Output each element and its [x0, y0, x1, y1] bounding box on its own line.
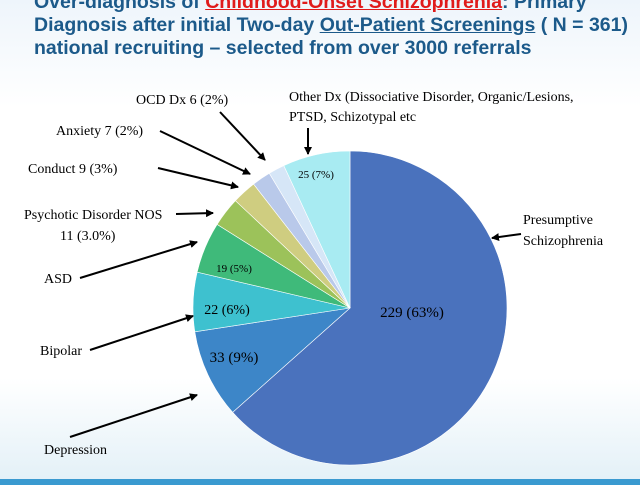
label-depression: Depression	[44, 443, 107, 458]
pie-slice-0	[232, 150, 508, 466]
arrow-conduct	[157, 167, 239, 190]
label-anxiety: Anxiety 7 (2%)	[56, 124, 143, 139]
arrow-presumptive	[491, 233, 522, 242]
title-part-5: ( N = 361) national recruiting – selecte…	[34, 14, 628, 59]
label-ocd: OCD Dx 6 (2%)	[136, 93, 228, 108]
callout-arrows	[69, 111, 522, 438]
value-label-depression: 33 (9%)	[210, 350, 259, 366]
arrow-asd	[79, 240, 198, 279]
title-part-3: : Primary Diagnosis after initial Two-da…	[34, 0, 587, 36]
slide-title: Over-diagnosis of Childhood-Onset Schizo…	[34, 0, 634, 60]
arrow-bipolar	[89, 314, 194, 351]
label-psychotic-line1: Psychotic Disorder NOS	[24, 208, 162, 223]
arrow-depression	[69, 393, 198, 438]
label-psychotic-line2: 11 (3.0%)	[60, 229, 116, 244]
pie-slices	[192, 150, 508, 466]
arrow-anxiety	[159, 130, 251, 175]
pie-slice-8	[283, 150, 351, 309]
title-part-2: Childhood-Onset Schizophrenia	[205, 0, 503, 13]
label-other-line2: PTSD, Schizotypal etc	[289, 110, 416, 125]
label-presumptive-line1: Presumptive	[523, 213, 593, 228]
arrow-ocd	[219, 111, 266, 161]
label-asd: ASD	[44, 272, 72, 287]
label-other-line1: Other Dx (Dissociative Disorder, Organic…	[289, 90, 574, 105]
pie-slice-1	[194, 307, 351, 413]
label-bipolar: Bipolar	[40, 344, 82, 359]
label-conduct: Conduct 9 (3%)	[28, 162, 118, 177]
value-label-asd: 19 (5%)	[216, 263, 252, 275]
value-label-schizophrenia: 229 (63%)	[380, 305, 444, 321]
title-part-4: Out-Patient Screenings	[319, 14, 536, 36]
title-part-1: Over-diagnosis of	[34, 0, 206, 13]
label-presumptive-line2: Schizophrenia	[523, 234, 604, 249]
slide-bottom-bar	[0, 479, 640, 485]
value-label-other: 25 (7%)	[298, 169, 334, 181]
arrow-psychotic	[175, 209, 214, 218]
value-label-bipolar: 22 (6%)	[204, 303, 250, 318]
